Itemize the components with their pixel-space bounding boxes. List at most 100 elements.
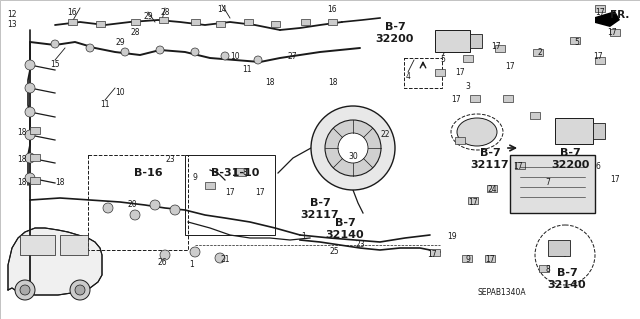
- Bar: [555, 118, 593, 144]
- Circle shape: [15, 280, 35, 300]
- Circle shape: [121, 48, 129, 56]
- Bar: [593, 123, 605, 139]
- Bar: [539, 264, 549, 271]
- Text: 12
13: 12 13: [7, 10, 17, 29]
- Text: 17: 17: [427, 250, 437, 259]
- Text: 22: 22: [380, 130, 390, 139]
- Text: 29: 29: [143, 12, 153, 21]
- Bar: [205, 182, 215, 189]
- Text: 17: 17: [595, 8, 605, 17]
- Bar: [468, 197, 478, 204]
- Text: B-7
32140: B-7 32140: [326, 218, 364, 240]
- Text: 2: 2: [538, 48, 542, 57]
- Text: 18: 18: [17, 155, 27, 164]
- Bar: [131, 19, 140, 25]
- Text: 1: 1: [301, 232, 307, 241]
- Text: 5: 5: [440, 55, 445, 64]
- Bar: [487, 184, 497, 191]
- Text: 17: 17: [610, 175, 620, 184]
- Circle shape: [51, 40, 59, 48]
- Circle shape: [20, 285, 30, 295]
- Text: B-31-10: B-31-10: [211, 168, 259, 178]
- Text: 11: 11: [100, 100, 109, 109]
- Text: 17: 17: [485, 255, 495, 264]
- Text: 20: 20: [127, 200, 137, 209]
- Bar: [88, 155, 188, 250]
- Text: 17: 17: [607, 28, 617, 37]
- Circle shape: [170, 205, 180, 215]
- Bar: [435, 30, 470, 52]
- Text: 10: 10: [230, 52, 240, 61]
- Text: 23: 23: [355, 240, 365, 249]
- Text: 19: 19: [447, 232, 457, 241]
- Bar: [20, 235, 55, 255]
- Text: 16: 16: [327, 5, 337, 14]
- Text: 8: 8: [243, 168, 248, 177]
- Bar: [510, 155, 595, 213]
- Text: 14: 14: [217, 5, 227, 14]
- Circle shape: [254, 56, 262, 64]
- Text: 17: 17: [505, 62, 515, 71]
- Text: B-16: B-16: [134, 168, 163, 178]
- Circle shape: [191, 48, 199, 56]
- Circle shape: [25, 60, 35, 70]
- Text: 9: 9: [465, 255, 470, 264]
- Bar: [234, 168, 246, 176]
- Bar: [30, 153, 40, 160]
- Text: 4: 4: [406, 72, 410, 81]
- Text: 17: 17: [468, 198, 478, 207]
- Circle shape: [25, 153, 35, 163]
- Polygon shape: [595, 11, 620, 27]
- Ellipse shape: [457, 118, 497, 146]
- Text: 21: 21: [220, 255, 230, 264]
- Bar: [463, 55, 473, 62]
- Bar: [243, 19, 253, 25]
- Text: 28: 28: [131, 28, 140, 37]
- Text: B-7
32140: B-7 32140: [548, 268, 586, 290]
- Bar: [30, 127, 40, 133]
- Bar: [185, 155, 275, 235]
- Bar: [455, 137, 465, 144]
- Circle shape: [338, 133, 368, 163]
- Bar: [595, 56, 605, 63]
- Bar: [271, 21, 280, 27]
- Bar: [216, 21, 225, 27]
- Text: 17: 17: [491, 42, 501, 51]
- Circle shape: [190, 247, 200, 257]
- Text: 18: 18: [55, 178, 65, 187]
- Text: B-7
32117: B-7 32117: [470, 148, 509, 170]
- Bar: [95, 21, 104, 27]
- Bar: [470, 34, 482, 48]
- Text: 17: 17: [255, 188, 265, 197]
- Text: 11: 11: [243, 65, 252, 74]
- Text: 3: 3: [465, 82, 470, 91]
- Bar: [570, 36, 580, 43]
- Polygon shape: [8, 228, 102, 295]
- Bar: [462, 255, 472, 262]
- Bar: [495, 44, 505, 51]
- Text: 30: 30: [348, 152, 358, 161]
- Circle shape: [25, 107, 35, 117]
- Text: 23: 23: [165, 155, 175, 164]
- Text: 16: 16: [67, 8, 77, 17]
- Circle shape: [160, 250, 170, 260]
- Circle shape: [215, 253, 225, 263]
- Text: 5: 5: [575, 38, 579, 47]
- Bar: [30, 176, 40, 183]
- Bar: [515, 161, 525, 168]
- Text: 29: 29: [115, 38, 125, 47]
- Text: B-7
32117: B-7 32117: [301, 198, 339, 219]
- Circle shape: [86, 44, 94, 52]
- Text: 9: 9: [193, 173, 197, 182]
- Bar: [328, 19, 337, 25]
- Circle shape: [150, 200, 160, 210]
- Text: 18: 18: [328, 78, 338, 87]
- Bar: [404, 58, 442, 88]
- Bar: [610, 28, 620, 35]
- Circle shape: [221, 52, 229, 60]
- Bar: [503, 94, 513, 101]
- Bar: [430, 249, 440, 256]
- Text: 10: 10: [115, 88, 125, 97]
- Bar: [60, 235, 88, 255]
- Text: 17: 17: [455, 68, 465, 77]
